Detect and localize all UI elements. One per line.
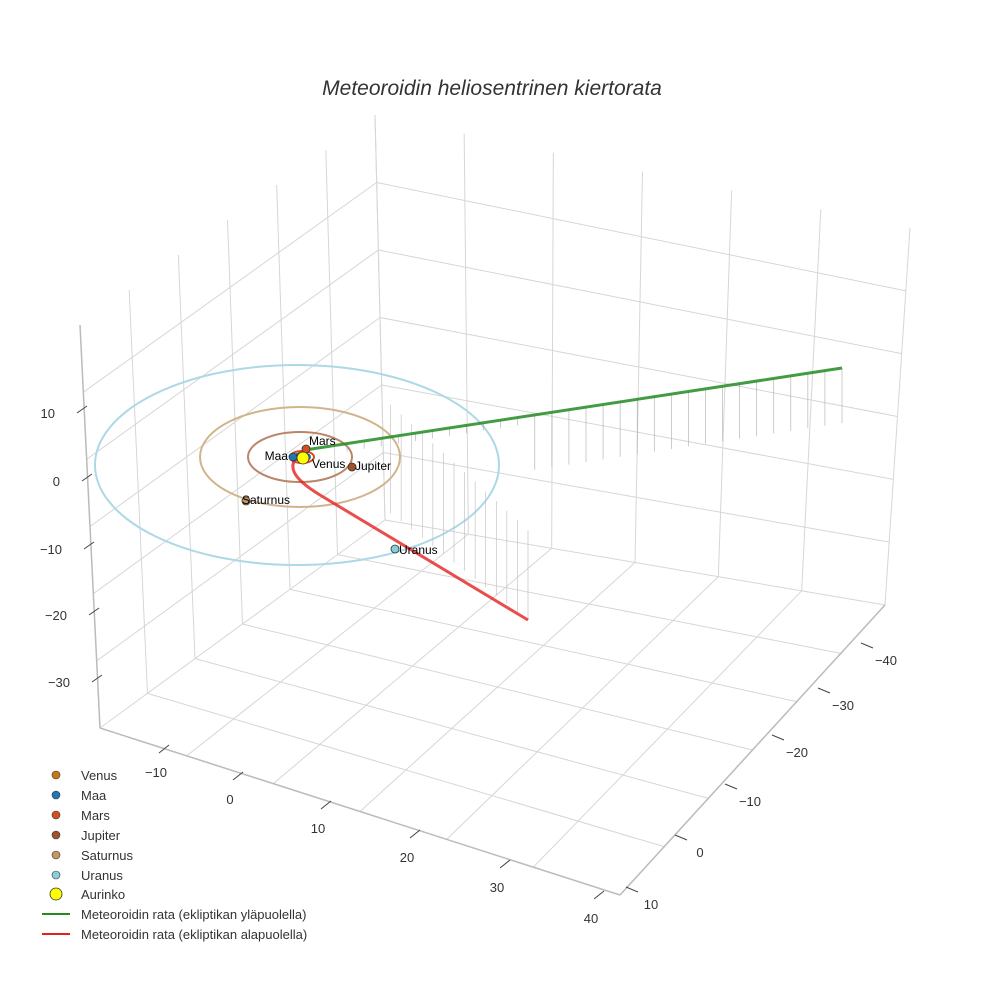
x-tick-label: 0 <box>226 792 233 807</box>
legend-label: Saturnus <box>81 848 134 863</box>
gridline-floor <box>337 554 841 654</box>
planet-label: Uranus <box>399 543 438 557</box>
z-tick-label: −30 <box>48 675 70 690</box>
planets: Venus Maa Mars Jupiter Saturnus Uranus <box>241 434 438 557</box>
z-tick-mark <box>76 405 88 414</box>
gridline-floor <box>289 588 797 703</box>
y-tick-label: −30 <box>832 698 854 713</box>
y-tick-label: −10 <box>739 794 761 809</box>
planet-marker-saturnus <box>241 496 251 506</box>
legend-marker-jupiter <box>51 830 61 840</box>
tick-labels: 10 0 −10 −20 −30 −10 0 10 20 30 40 −40 −30 −20 −10 0 10 <box>40 405 897 926</box>
legend-label: Mars <box>81 808 110 823</box>
legend-label: Maa <box>81 788 107 803</box>
x-tick-label: 40 <box>584 911 598 926</box>
gridline-floor <box>384 519 886 606</box>
planet-marker-uranus <box>390 544 400 554</box>
axis-line-z <box>79 324 101 729</box>
gridline-left-wall-horizontal <box>96 452 384 662</box>
x-tick-label: −10 <box>145 765 167 780</box>
planet-label: Mars <box>309 434 336 448</box>
grid <box>79 114 911 896</box>
gridline-floor <box>532 590 803 868</box>
planet-label: Saturnus <box>242 493 290 507</box>
x-tick-mark <box>158 744 170 754</box>
planet-label: Maa <box>265 449 289 463</box>
y-tick-mark <box>674 834 688 841</box>
y-tick-label: −40 <box>875 653 897 668</box>
gridline-right-wall-horizontal <box>383 452 890 543</box>
gridline-right-wall-horizontal <box>378 249 902 355</box>
gridline-left-wall-horizontal <box>89 317 381 527</box>
x-tick-mark <box>593 890 605 900</box>
z-tick-mark <box>81 473 93 482</box>
legend-label: Aurinko <box>81 887 125 902</box>
z-tick-label: −20 <box>45 608 67 623</box>
z-tick-label: −10 <box>40 542 62 557</box>
gridline-left-wall-horizontal <box>93 384 382 595</box>
orbits <box>94 364 500 566</box>
x-tick-mark <box>232 771 244 781</box>
y-tick-mark <box>860 642 874 649</box>
z-tick-mark <box>88 607 100 616</box>
gridline-right-wall-horizontal <box>376 182 906 292</box>
legend-label: Jupiter <box>81 828 121 843</box>
y-tick-label: 10 <box>644 897 658 912</box>
x-tick-mark <box>409 829 421 839</box>
x-tick-label: 10 <box>311 821 325 836</box>
axis-line-y <box>619 604 886 896</box>
legend-marker-maa <box>51 790 61 800</box>
gridline-left-wall-horizontal <box>83 182 377 393</box>
gridline-left-wall-horizontal <box>86 249 379 460</box>
sun-marker <box>296 451 310 465</box>
planet-label: Venus <box>312 457 345 471</box>
planet-label: Jupiter <box>355 459 391 473</box>
planet-marker-maa <box>288 452 298 462</box>
y-tick-mark <box>771 734 785 741</box>
legend: Venus Maa Mars Jupiter Saturnus Uranus Aurinko… <box>42 768 307 942</box>
chart-title: Meteoroidin heliosentrinen kiertorata <box>322 77 662 100</box>
legend-label: Meteoroidin rata (ekliptikan alapuolella… <box>81 927 307 942</box>
y-tick-mark <box>724 783 738 790</box>
z-tick-mark <box>83 541 95 550</box>
y-tick-mark <box>817 687 831 694</box>
x-tick-mark <box>320 800 332 810</box>
saturnus-orbit <box>199 406 401 508</box>
legend-marker-uranus <box>51 870 61 880</box>
legend-marker-saturnus <box>51 850 61 860</box>
gridline-floor <box>359 562 636 812</box>
z-tick-label: 10 <box>41 406 55 421</box>
y-tick-label: 0 <box>696 845 703 860</box>
x-tick-label: 20 <box>400 850 414 865</box>
legend-marker-venus <box>51 770 61 780</box>
legend-marker-sun <box>49 887 63 901</box>
x-tick-mark <box>499 859 511 869</box>
meteoroid-path-above <box>304 366 843 452</box>
y-tick-mark <box>625 886 639 893</box>
legend-marker-mars <box>51 810 61 820</box>
legend-label: Uranus <box>81 868 123 883</box>
legend-label: Venus <box>81 768 118 783</box>
x-tick-label: 30 <box>490 880 504 895</box>
gridline-floor <box>446 576 719 840</box>
gridline-right-wall-horizontal <box>379 317 898 417</box>
y-tick-label: −20 <box>786 745 808 760</box>
z-tick-label: 0 <box>53 474 60 489</box>
legend-label: Meteoroidin rata (ekliptikan yläpuolella… <box>81 907 306 922</box>
planet-marker-jupiter <box>347 462 357 472</box>
axis-line-x <box>99 727 621 896</box>
uranus-orbit <box>94 364 500 566</box>
z-tick-mark <box>91 674 103 683</box>
